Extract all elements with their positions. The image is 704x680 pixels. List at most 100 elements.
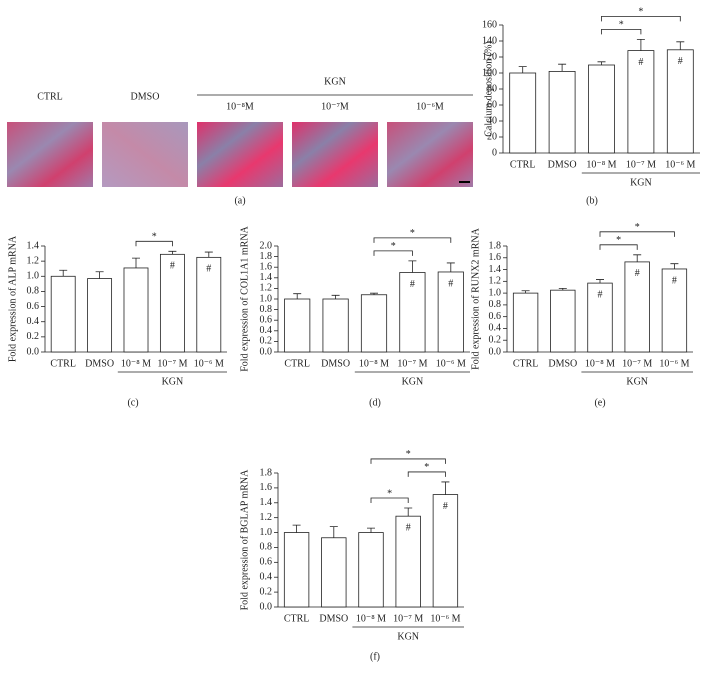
panel-label: (d) <box>369 397 381 408</box>
y-tick-label: 1.2 <box>260 283 273 294</box>
bar <box>509 72 537 154</box>
image-label: 10⁻⁸M <box>226 101 254 112</box>
y-tick-label: 0.4 <box>27 316 40 327</box>
y-tick-label: 1.0 <box>489 287 502 298</box>
y-tick-label: 1.0 <box>260 527 273 538</box>
error-bar <box>558 288 567 291</box>
bar <box>587 282 613 353</box>
significance-label: * <box>635 222 640 233</box>
image-label: DMSO <box>131 91 160 102</box>
error-bar <box>168 250 177 255</box>
stain-image <box>197 122 283 187</box>
significance-label: * <box>424 462 429 473</box>
y-tick-label: 1.8 <box>260 467 273 478</box>
x-tick-label: DMSO <box>85 358 114 369</box>
x-tick-label: 10⁻⁶ M <box>436 358 466 369</box>
y-tick-label: 1.6 <box>260 482 273 493</box>
bar <box>284 298 311 353</box>
significance-label: * <box>638 7 643 18</box>
error-bar <box>95 271 104 279</box>
y-tick-label: 120 <box>482 51 497 62</box>
group-label: KGN <box>324 76 346 87</box>
x-tick-label: 10⁻⁶ M <box>659 358 689 369</box>
group-label: KGN <box>630 177 652 188</box>
x-tick-label: DMSO <box>548 159 577 170</box>
x-tick-label: CTRL <box>50 358 76 369</box>
y-tick-label: 0.8 <box>260 542 273 553</box>
x-tick-label: 10⁻⁷ M <box>626 159 656 170</box>
y-tick-label: 0.4 <box>260 325 273 336</box>
error-bar <box>370 292 378 295</box>
panel-label: (a) <box>234 195 245 206</box>
bar-mark: # <box>410 279 415 290</box>
bar-mark: # <box>678 56 683 67</box>
significance-label: * <box>406 449 411 460</box>
x-tick-label: CTRL <box>284 358 310 369</box>
y-tick-label: 1.4 <box>260 272 273 283</box>
y-tick-label: 0.6 <box>27 301 40 312</box>
y-tick-label: 60 <box>487 99 497 110</box>
error-bar <box>329 526 338 538</box>
significance-bracket <box>601 29 642 35</box>
bar <box>87 278 113 353</box>
bar <box>548 71 576 154</box>
stain-image <box>7 122 93 187</box>
y-tick-label: 1.6 <box>260 261 273 272</box>
x-tick-label: CTRL <box>513 358 539 369</box>
significance-label: * <box>152 232 157 243</box>
significance-bracket <box>601 15 681 22</box>
bar-mark: # <box>672 275 677 286</box>
error-bar <box>636 39 645 51</box>
group-label: KGN <box>162 376 184 387</box>
bar <box>627 50 655 154</box>
bar <box>588 64 615 154</box>
y-tick-label: 0.8 <box>260 304 273 315</box>
group-label: KGN <box>626 376 648 387</box>
bar <box>432 494 459 608</box>
y-tick-label: 40 <box>487 115 497 126</box>
error-bar <box>59 269 68 277</box>
y-tick-label: 1.4 <box>489 264 502 275</box>
x-tick-label: 10⁻⁸ M <box>586 159 616 170</box>
y-tick-label: 0.2 <box>260 586 273 597</box>
bar <box>666 49 694 154</box>
y-tick-label: 1.2 <box>260 512 273 523</box>
y-axis-label: Fold expression of RUNX2 mRNA <box>470 227 481 369</box>
y-tick-label: 0.4 <box>260 572 273 583</box>
error-bar <box>441 481 450 495</box>
x-tick-label: 10⁻⁸ M <box>359 358 389 369</box>
x-tick-label: 10⁻⁸ M <box>356 613 386 624</box>
bar <box>321 537 347 608</box>
panel-label: (c) <box>127 397 138 408</box>
y-axis-label: Calcium deposition (%) <box>483 41 494 137</box>
error-bar <box>633 254 642 262</box>
y-tick-label: 0.2 <box>489 335 502 346</box>
error-bar <box>404 507 413 517</box>
x-tick-label: 10⁻⁷ M <box>157 358 187 369</box>
y-tick-label: 1.2 <box>489 276 502 287</box>
bar-mark: # <box>406 522 411 533</box>
y-tick-label: 0.4 <box>489 323 502 334</box>
chart: 0.0 0.2 0.4 0.6 0.8 1.0 1.2 1.4 Fold expression … <box>7 232 227 408</box>
error-bar <box>596 279 604 284</box>
bar <box>283 532 310 608</box>
significance-bracket <box>135 240 173 247</box>
bar <box>123 267 149 353</box>
y-tick-label: 1.4 <box>27 240 40 251</box>
panel-label: (b) <box>586 195 598 206</box>
y-tick-label: 160 <box>482 19 497 30</box>
bar <box>399 272 426 353</box>
x-tick-label: 10⁻⁷ M <box>393 613 423 624</box>
bar <box>360 294 388 353</box>
significance-bracket <box>373 237 452 243</box>
significance-bracket <box>373 250 413 256</box>
error-bar <box>408 260 417 273</box>
y-tick-label: 80 <box>487 83 497 94</box>
significance-label: * <box>619 20 624 31</box>
y-tick-label: 0.6 <box>489 311 502 322</box>
error-bar <box>292 524 301 533</box>
bar <box>358 532 384 608</box>
x-tick-label: 10⁻⁶ M <box>430 613 460 624</box>
bar <box>624 261 650 353</box>
error-bar <box>293 293 302 299</box>
